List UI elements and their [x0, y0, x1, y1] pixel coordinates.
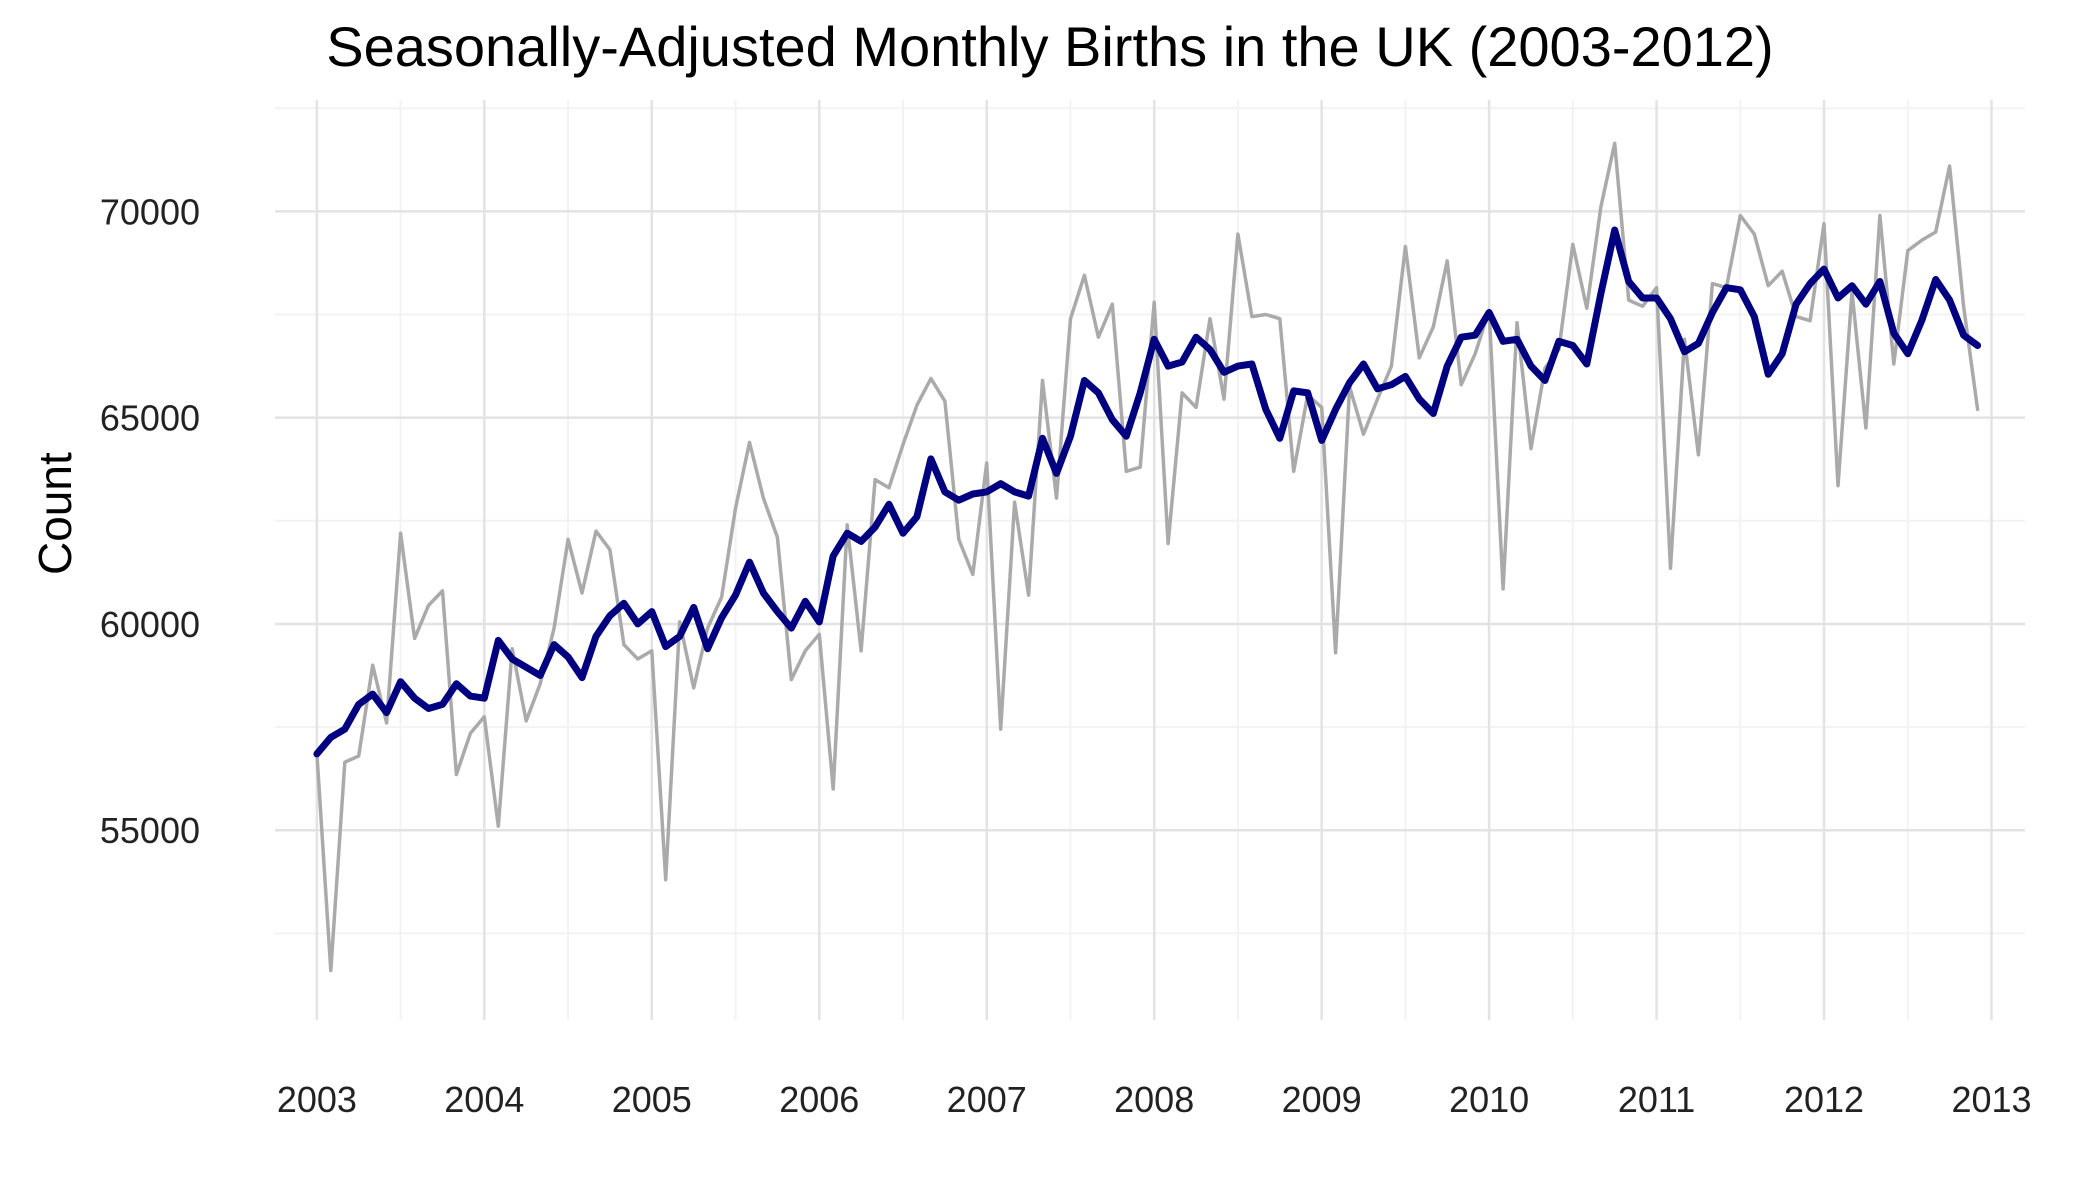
y-tick-label: 65000 [100, 398, 200, 439]
x-tick-label: 2010 [1449, 1079, 1529, 1120]
y-tick-label: 60000 [100, 604, 200, 645]
y-tick-label: 55000 [100, 810, 200, 851]
x-tick-label: 2006 [779, 1079, 859, 1120]
x-tick-label: 2011 [1618, 1079, 1695, 1120]
x-tick-label: 2005 [612, 1079, 692, 1120]
x-tick-label: 2009 [1282, 1079, 1362, 1120]
x-tick-label: 2008 [1114, 1079, 1194, 1120]
chart-title: Seasonally-Adjusted Monthly Births in th… [326, 15, 1774, 78]
series-line-raw [315, 141, 1980, 973]
x-tick-label: 2007 [947, 1079, 1027, 1120]
x-tick-label: 2012 [1784, 1079, 1864, 1120]
y-tick-label: 70000 [100, 191, 200, 232]
series-line-adjusted [313, 226, 1982, 758]
x-tick-label: 2004 [444, 1079, 524, 1120]
x-tick-label: 2003 [277, 1079, 357, 1120]
x-tick-label: 2013 [1951, 1079, 2031, 1120]
